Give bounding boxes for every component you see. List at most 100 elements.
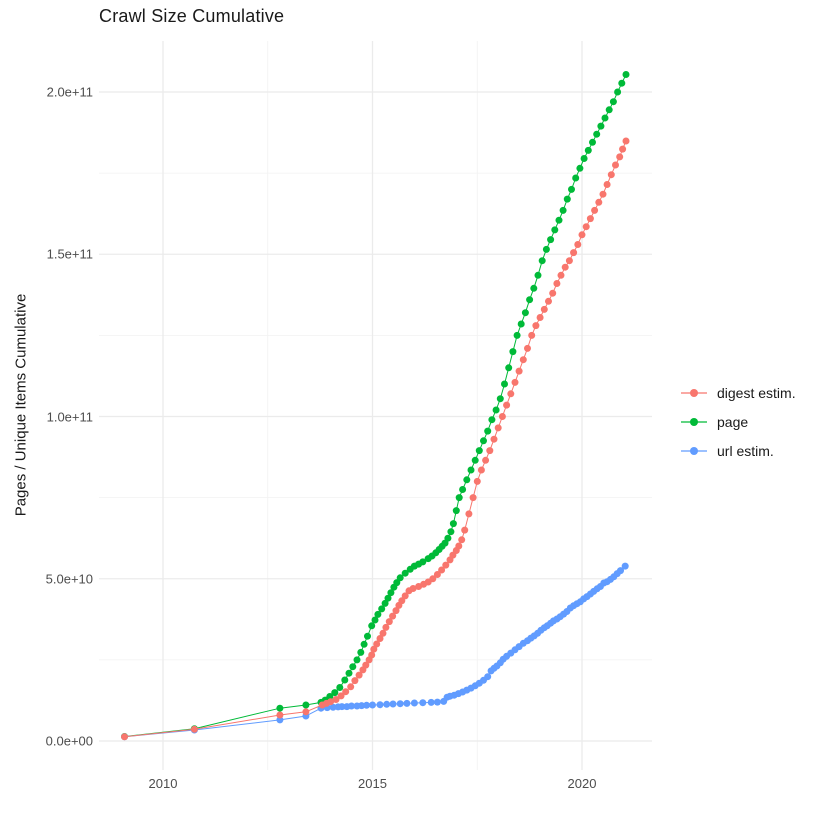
y-tick-label: 5.0e+10 [45,571,93,587]
data-point [561,263,569,271]
data-point [337,692,345,700]
data-point [370,645,378,653]
data-point [389,700,397,708]
data-point [401,569,409,577]
data-point [496,395,504,403]
data-point [353,656,361,664]
data-point [336,684,344,691]
data-point [471,456,479,464]
data-point [622,137,630,145]
data-point [190,725,198,733]
y-tick-label: 0.0e+00 [45,733,93,749]
data-point [609,98,617,106]
legend-item-url-estim-: url estim. [680,436,796,465]
data-point [574,241,582,248]
data-point [540,305,548,313]
data-point [345,669,353,677]
data-point [505,364,513,372]
data-point [501,380,508,388]
data-point [605,106,613,114]
data-point [530,284,538,292]
data-point [580,155,588,162]
legend-key-dot [690,417,698,426]
data-point [121,733,128,741]
data-point [379,629,387,637]
data-point [536,314,544,321]
data-point [458,536,466,544]
data-point [603,181,611,188]
data-point [326,693,334,700]
data-point [392,607,400,615]
data-point [488,416,496,424]
data-point [612,161,619,169]
data-point [586,215,594,223]
data-point [357,648,365,656]
data-point [396,574,404,582]
data-point [276,711,284,719]
data-point [519,356,527,364]
data-point [591,206,599,214]
data-point [455,542,463,550]
data-point [511,378,519,386]
data-point [622,71,630,78]
data-point [521,309,529,317]
legend-key-dot [690,446,698,455]
data-point [619,145,627,153]
data-point [302,708,310,716]
series-digest-estim- [121,137,630,741]
data-point [368,622,376,630]
data-point [584,146,592,154]
data-point [433,698,441,706]
data-point [578,231,586,239]
data-point [442,561,450,569]
legend: digest estim. page url estim. [680,378,796,465]
data-point [419,699,427,707]
data-point [332,696,340,703]
data-point [568,185,575,193]
data-point [389,612,397,620]
data-point [545,297,552,305]
data-point [276,704,284,712]
data-point [621,562,629,570]
data-point [427,698,435,706]
series-page [121,71,630,740]
data-point [467,466,475,474]
data-point [363,701,371,709]
legend-key-icon [681,388,707,397]
data-point [593,130,601,138]
data-point [551,226,559,234]
data-point [614,88,622,96]
data-point [338,703,346,711]
series-points [121,137,630,741]
data-point [486,447,494,455]
legend-item-page: page [680,407,796,436]
legend-label: page [717,413,749,430]
data-point [618,79,626,87]
data-point [515,367,523,375]
data-point [383,700,391,708]
legend-label: digest estim. [717,384,796,401]
data-point [349,663,357,671]
data-point [492,406,500,414]
data-point [369,701,376,709]
legend-key-dot [690,388,698,397]
data-point [534,271,542,279]
data-point [438,566,446,574]
data-point [517,320,525,328]
data-point [595,198,603,206]
data-point [549,289,557,297]
data-point [419,558,427,566]
data-point [362,661,370,669]
data-point [433,571,441,578]
data-point [507,390,515,398]
series-line [124,74,627,737]
data-point [452,507,460,515]
data-point [559,206,567,214]
data-point [473,477,481,485]
data-point [447,528,455,536]
legend-item-digest-estim-: digest estim. [680,378,796,407]
data-point [526,296,534,304]
data-point [351,677,359,685]
